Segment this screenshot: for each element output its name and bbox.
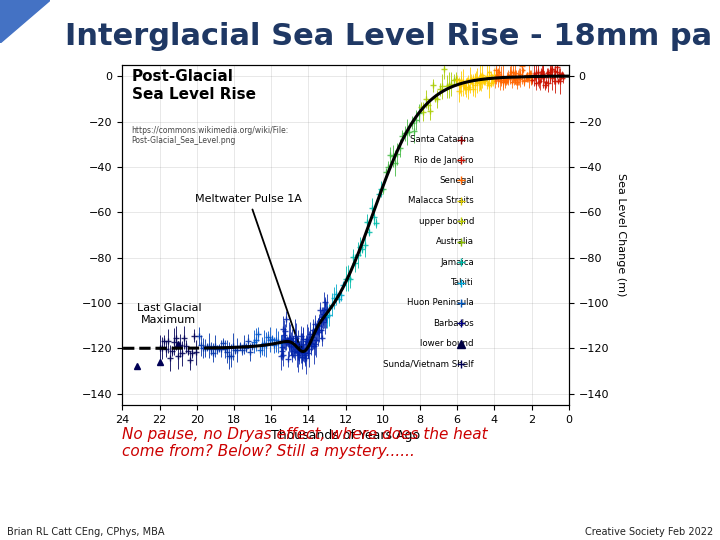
Text: Tahiti: Tahiti: [451, 278, 474, 287]
Text: Post-Glacial
Sea Level Rise: Post-Glacial Sea Level Rise: [132, 69, 256, 102]
Text: Huon Peninsula: Huon Peninsula: [408, 299, 474, 307]
Text: Senegal: Senegal: [439, 176, 474, 185]
Text: https://commons.wikimedia.org/wiki/File:
Post-Glacial_Sea_Level.png: https://commons.wikimedia.org/wiki/File:…: [132, 126, 289, 145]
Text: Sunda/Vietnam Shelf: Sunda/Vietnam Shelf: [383, 360, 474, 369]
Text: upper bound: upper bound: [418, 217, 474, 226]
Text: No pause, no Dryas effect, where does the heat
come from? Below? Still a mystery: No pause, no Dryas effect, where does th…: [122, 427, 488, 459]
Text: Australia: Australia: [436, 237, 474, 246]
Text: Interglacial Sea Level Rise - 18mm pa: Interglacial Sea Level Rise - 18mm pa: [65, 22, 712, 51]
Y-axis label: Sea Level Change (m): Sea Level Change (m): [616, 173, 626, 296]
Text: lower bound: lower bound: [420, 339, 474, 348]
Text: Creative Society Feb 2022: Creative Society Feb 2022: [585, 527, 713, 537]
Text: Barbados: Barbados: [433, 319, 474, 328]
Polygon shape: [0, 0, 50, 43]
Text: Meltwater Pulse 1A: Meltwater Pulse 1A: [195, 194, 302, 352]
Text: Santa Catarina: Santa Catarina: [410, 135, 474, 144]
Text: Brian RL Catt CEng, CPhys, MBA: Brian RL Catt CEng, CPhys, MBA: [7, 527, 165, 537]
X-axis label: Thousands of Years Ago: Thousands of Years Ago: [271, 429, 420, 442]
Text: Rio de Janeiro: Rio de Janeiro: [415, 156, 474, 165]
Text: Last Glacial
Maximum: Last Glacial Maximum: [137, 303, 201, 325]
Text: Jamaica: Jamaica: [440, 258, 474, 267]
Text: Malacca Straits: Malacca Straits: [408, 197, 474, 205]
